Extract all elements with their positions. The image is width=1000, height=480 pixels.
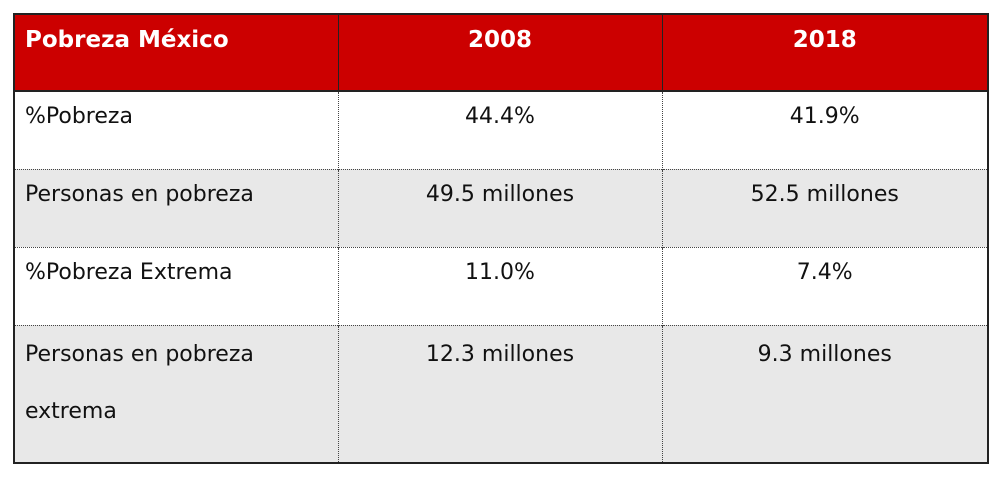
row-value-2018: 52.5 millones bbox=[661, 168, 988, 247]
row-label: Personas en pobreza extrema bbox=[14, 324, 338, 463]
row-value-2008: 12.3 millones bbox=[337, 324, 662, 463]
header-label: Pobreza México bbox=[14, 14, 338, 92]
row-value-2008: 49.5 millones bbox=[337, 168, 662, 247]
table-row: %Pobreza Extrema 11.0% 7.4% bbox=[14, 246, 988, 325]
header-year-2018: 2018 bbox=[661, 14, 988, 92]
row-label-text: Personas en pobreza extrema bbox=[25, 341, 254, 424]
row-label: %Pobreza bbox=[14, 91, 338, 169]
row-label: %Pobreza Extrema bbox=[14, 246, 338, 325]
row-value-2018: 41.9% bbox=[661, 91, 988, 169]
table-header: Pobreza México 2008 2018 bbox=[14, 14, 988, 92]
row-value-2018: 9.3 millones bbox=[661, 324, 988, 463]
row-label: Personas en pobreza bbox=[14, 168, 338, 247]
table-row: Personas en pobreza 49.5 millones 52.5 m… bbox=[14, 168, 988, 247]
row-value-2008: 11.0% bbox=[337, 246, 662, 325]
row-value-2008: 44.4% bbox=[337, 91, 662, 169]
table-row: Personas en pobreza extrema 12.3 millone… bbox=[14, 324, 988, 463]
header-row: Pobreza México 2008 2018 bbox=[14, 14, 988, 92]
table-body: %Pobreza 44.4% 41.9% Personas en pobreza… bbox=[14, 91, 988, 463]
row-value-2018: 7.4% bbox=[661, 246, 988, 325]
poverty-table: Pobreza México 2008 2018 %Pobreza 44.4% … bbox=[13, 13, 989, 464]
table-row: %Pobreza 44.4% 41.9% bbox=[14, 91, 988, 169]
header-year-2008: 2008 bbox=[337, 14, 662, 92]
